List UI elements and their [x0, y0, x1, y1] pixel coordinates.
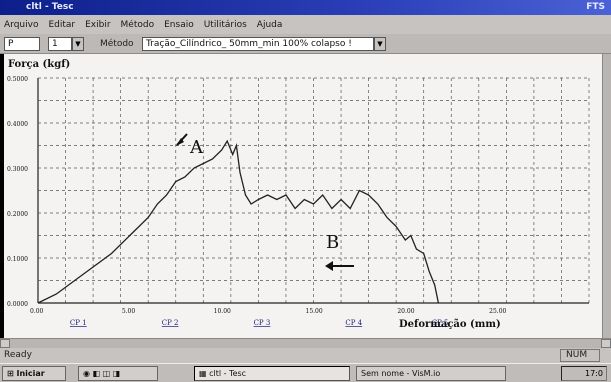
cp-number-select[interactable]: 1 — [48, 37, 72, 51]
system-clock: 17:0 — [561, 366, 607, 381]
menu-utilitarios[interactable]: Utilitários — [203, 19, 247, 30]
quick-launch[interactable]: ◉ ◧ ◫ ◨ — [78, 366, 158, 381]
cp-label[interactable]: CP 3 — [254, 319, 271, 327]
y-tick-label: 0.5000 — [7, 76, 28, 83]
menu-ensaio[interactable]: Ensaio — [164, 19, 194, 30]
x-tick-label: 10.00 — [214, 308, 231, 315]
y-tick-labels: 0.0000 0.1000 0.2000 0.3000 0.4000 0.5000 — [7, 76, 28, 308]
y-tick-label: 0.0000 — [7, 301, 28, 308]
cp-label[interactable]: CP 5 — [432, 319, 449, 327]
x-tick-label: 5.00 — [122, 308, 136, 315]
quick-launch-icons[interactable]: ◉ ◧ ◫ ◨ — [83, 369, 121, 378]
y-tick-label: 0.1000 — [7, 256, 28, 263]
x-tick-label: 0.00 — [30, 308, 44, 315]
task-sem-nome[interactable]: Sem nome - VisM.io — [356, 366, 506, 381]
cp-label[interactable]: CP 4 — [345, 319, 362, 327]
taskbar: ⊞ Iniciar ◉ ◧ ◫ ◨ ▦ cltl - Tesc Sem nome… — [0, 363, 611, 382]
x-tick-label: 20.00 — [397, 308, 414, 315]
method-dropdown-icon[interactable]: ▼ — [374, 37, 386, 51]
y-axis-label: Força (kgf) — [8, 59, 70, 70]
cp-label[interactable]: CP 1 — [70, 319, 87, 327]
status-text: Ready — [4, 350, 32, 360]
menu-exibir[interactable]: Exibir — [85, 19, 111, 30]
status-bar: Ready NUM — [0, 348, 611, 363]
x-tick-label: 15.00 — [306, 308, 323, 315]
windows-logo-icon: ⊞ — [7, 369, 14, 378]
y-tick-label: 0.3000 — [7, 166, 28, 173]
arrow-b-head-icon — [325, 261, 333, 271]
scroll-left-icon[interactable] — [0, 339, 10, 348]
scroll-right-icon[interactable] — [601, 339, 611, 348]
method-label: Método — [100, 39, 134, 49]
annotation-b: B — [326, 232, 339, 253]
vertical-scrollbar[interactable] — [602, 54, 611, 338]
toolbar: P 1 ▼ Método Tração_Cilíndrico_ 50mm_min… — [0, 34, 611, 54]
chart-grid — [37, 77, 590, 304]
menu-metodo[interactable]: Método — [120, 19, 155, 30]
task-cltl-tesc[interactable]: ▦ cltl - Tesc — [194, 366, 350, 381]
window-title: cltl - Tesc — [26, 2, 74, 12]
method-select[interactable]: Tração_Cilíndrico_ 50mm_min 100% colapso… — [142, 37, 374, 51]
num-lock-indicator: NUM — [560, 349, 600, 362]
cp-number-dropdown-icon[interactable]: ▼ — [72, 37, 84, 51]
x-tick-label: 25.00 — [489, 308, 506, 315]
series-line — [37, 139, 440, 304]
chart-area: Força (kgf) 0.0000 0.1000 0.2000 0.3000 0.40… — [4, 54, 602, 338]
sample-select[interactable]: P — [4, 37, 40, 51]
x-tick-labels: 0.00 5.00 10.00 15.00 20.00 25.00 — [30, 308, 507, 315]
horizontal-scrollbar[interactable] — [0, 338, 611, 348]
start-button[interactable]: ⊞ Iniciar — [2, 366, 66, 381]
app-icon: ▦ — [199, 369, 210, 378]
y-tick-label: 0.4000 — [7, 121, 28, 128]
menu-ajuda[interactable]: Ajuda — [256, 19, 283, 30]
window-title-right: FTS — [586, 2, 605, 12]
menu-arquivo[interactable]: Arquivo — [4, 19, 39, 30]
x-axis-label: Deformação (mm) — [399, 319, 501, 330]
arrow-a-head-icon — [176, 138, 184, 146]
annotation-a: A — [189, 137, 204, 158]
cp-markers: CP 1 CP 2 CP 3 CP 4 CP 5 — [70, 319, 449, 327]
y-tick-label: 0.2000 — [7, 211, 28, 218]
menu-editar[interactable]: Editar — [48, 19, 76, 30]
menu-bar: Arquivo Editar Exibir Método Ensaio Util… — [0, 15, 611, 34]
cp-label[interactable]: CP 2 — [162, 319, 179, 327]
title-bar: cltl - Tesc FTS — [0, 0, 611, 15]
force-deformation-chart: Força (kgf) 0.0000 0.1000 0.2000 0.3000 0.40… — [7, 59, 590, 330]
